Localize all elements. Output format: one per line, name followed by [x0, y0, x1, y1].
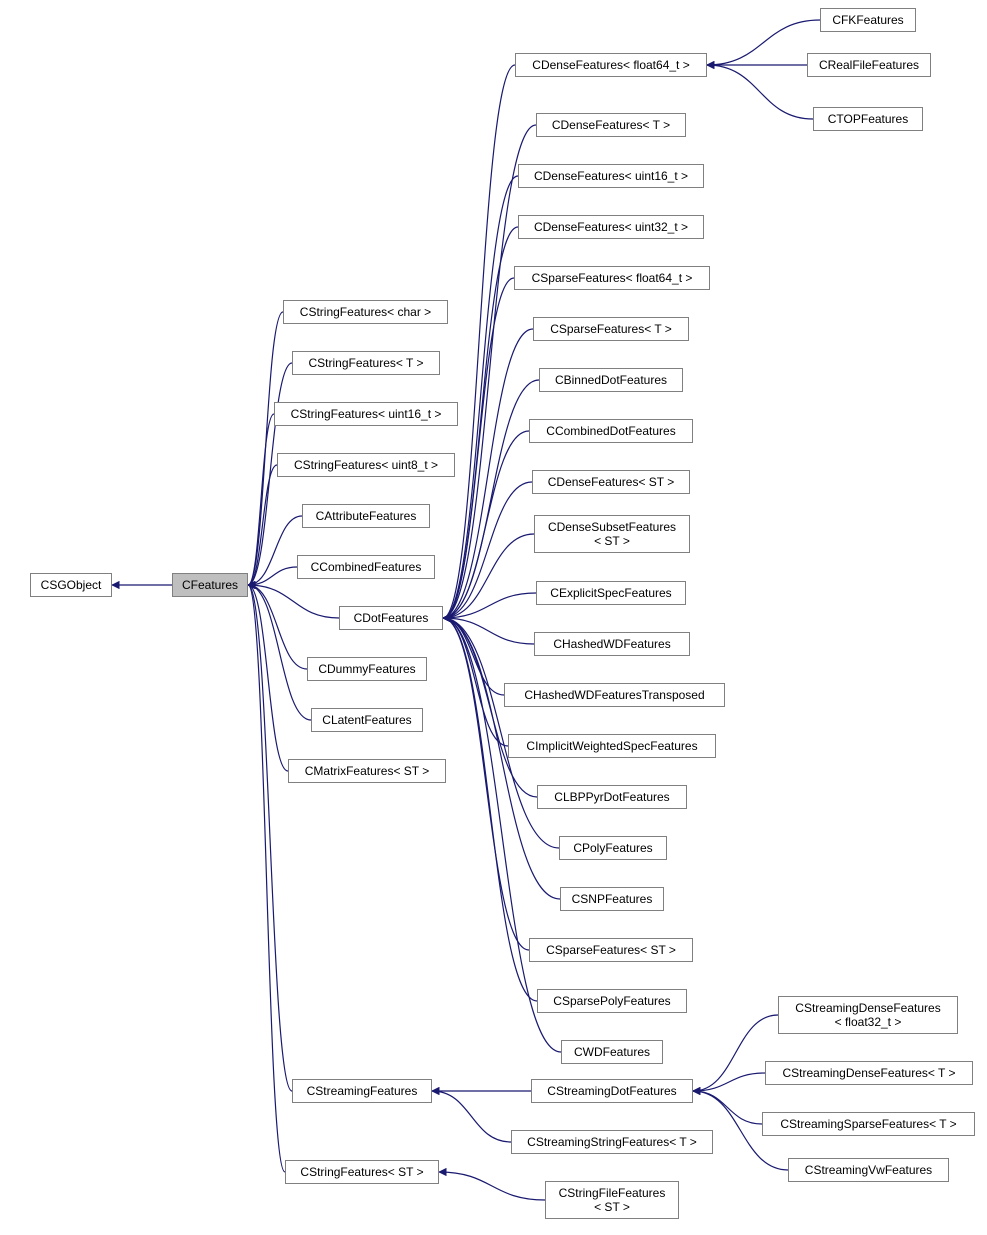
edge-CHashedWDFeaturesTransposed-to-CDotFeatures — [443, 618, 504, 695]
node-CSNPFeatures[interactable]: CSNPFeatures — [560, 887, 664, 911]
node-CStreamingVwFeatures[interactable]: CStreamingVwFeatures — [788, 1158, 949, 1182]
node-CDenseFeatures_uint32_t[interactable]: CDenseFeatures< uint32_t > — [518, 215, 704, 239]
node-CHashedWDFeatures[interactable]: CHashedWDFeatures — [534, 632, 690, 656]
edge-CSparseFeatures_float64_t-to-CDotFeatures — [443, 278, 514, 618]
edge-CLBPPyrDotFeatures-to-CDotFeatures — [443, 618, 537, 797]
edge-CAttributeFeatures-to-CFeatures — [248, 516, 302, 585]
node-CStreamingDenseFeatures_T[interactable]: CStreamingDenseFeatures< T > — [765, 1061, 973, 1085]
node-CStringFeatures_ST[interactable]: CStringFeatures< ST > — [285, 1160, 439, 1184]
node-CDenseFeatures_T[interactable]: CDenseFeatures< T > — [536, 113, 686, 137]
node-CDenseFeatures_ST[interactable]: CDenseFeatures< ST > — [532, 470, 690, 494]
edge-CExplicitSpecFeatures-to-CDotFeatures — [443, 593, 536, 618]
edge-CDenseFeatures_float64_t-to-CDotFeatures — [443, 65, 515, 618]
node-CFeatures[interactable]: CFeatures — [172, 573, 248, 597]
edge-CLatentFeatures-to-CFeatures — [248, 585, 311, 720]
node-CStreamingDenseFeatures_float32_t[interactable]: CStreamingDenseFeatures < float32_t > — [778, 996, 958, 1034]
node-CSparseFeatures_float64_t[interactable]: CSparseFeatures< float64_t > — [514, 266, 710, 290]
node-CDenseSubsetFeatures_ST[interactable]: CDenseSubsetFeatures < ST > — [534, 515, 690, 553]
node-CStringFeatures_T[interactable]: CStringFeatures< T > — [292, 351, 440, 375]
node-CDotFeatures[interactable]: CDotFeatures — [339, 606, 443, 630]
node-CRealFileFeatures[interactable]: CRealFileFeatures — [807, 53, 931, 77]
edge-CSparseFeatures_T-to-CDotFeatures — [443, 329, 533, 618]
node-CSparseFeatures_ST[interactable]: CSparseFeatures< ST > — [529, 938, 693, 962]
edge-CStreamingDenseFeatures_T-to-CStreamingDotFeatures — [693, 1073, 765, 1091]
edge-CHashedWDFeatures-to-CDotFeatures — [443, 618, 534, 644]
node-CMatrixFeatures_ST[interactable]: CMatrixFeatures< ST > — [288, 759, 446, 783]
node-CCombinedFeatures[interactable]: CCombinedFeatures — [297, 555, 435, 579]
edge-CDenseFeatures_ST-to-CDotFeatures — [443, 482, 532, 618]
edge-CSparsePolyFeatures-to-CDotFeatures — [443, 618, 537, 1001]
node-CSparsePolyFeatures[interactable]: CSparsePolyFeatures — [537, 989, 687, 1013]
edge-CFKFeatures-to-CDenseFeatures_float64_t — [707, 20, 820, 65]
edge-CTOPFeatures-to-CDenseFeatures_float64_t — [707, 65, 813, 119]
node-CHashedWDFeaturesTransposed[interactable]: CHashedWDFeaturesTransposed — [504, 683, 725, 707]
node-CStreamingStringFeatures_T[interactable]: CStreamingStringFeatures< T > — [511, 1130, 713, 1154]
node-CLBPPyrDotFeatures[interactable]: CLBPPyrDotFeatures — [537, 785, 687, 809]
edge-CDenseFeatures_uint16_t-to-CDotFeatures — [443, 176, 518, 618]
node-CCombinedDotFeatures[interactable]: CCombinedDotFeatures — [529, 419, 693, 443]
node-CDenseFeatures_float64_t[interactable]: CDenseFeatures< float64_t > — [515, 53, 707, 77]
node-CTOPFeatures[interactable]: CTOPFeatures — [813, 107, 923, 131]
edge-CDotFeatures-to-CFeatures — [248, 585, 339, 618]
edge-CCombinedFeatures-to-CFeatures — [248, 567, 297, 585]
edge-CStringFeatures_char-to-CFeatures — [248, 312, 283, 585]
edge-CStringFeatures_ST-to-CFeatures — [248, 585, 285, 1172]
node-CStringFeatures_uint16_t[interactable]: CStringFeatures< uint16_t > — [274, 402, 458, 426]
node-CAttributeFeatures[interactable]: CAttributeFeatures — [302, 504, 430, 528]
diagram-canvas: CSGObject CFeatures CStringFeatures< char … — [0, 0, 987, 1235]
node-CSparseFeatures_T[interactable]: CSparseFeatures< T > — [533, 317, 689, 341]
edge-CStringFileFeatures_ST-to-CStringFeatures_ST — [439, 1172, 545, 1200]
edge-CMatrixFeatures_ST-to-CFeatures — [248, 585, 288, 771]
edge-CStringFeatures_uint16_t-to-CFeatures — [248, 414, 274, 585]
node-CImplicitWeightedSpecFeatures[interactable]: CImplicitWeightedSpecFeatures — [508, 734, 716, 758]
node-CBinnedDotFeatures[interactable]: CBinnedDotFeatures — [539, 368, 683, 392]
node-CPolyFeatures[interactable]: CPolyFeatures — [559, 836, 667, 860]
node-CExplicitSpecFeatures[interactable]: CExplicitSpecFeatures — [536, 581, 686, 605]
edges-layer — [0, 0, 987, 1235]
node-CSGObject[interactable]: CSGObject — [30, 573, 112, 597]
edge-CStreamingStringFeatures_T-to-CStreamingFeatures — [432, 1091, 511, 1142]
edge-CDenseSubsetFeatures_ST-to-CDotFeatures — [443, 534, 534, 618]
node-CDenseFeatures_uint16_t[interactable]: CDenseFeatures< uint16_t > — [518, 164, 704, 188]
node-CStreamingSparseFeatures_T[interactable]: CStreamingSparseFeatures< T > — [762, 1112, 975, 1136]
node-CLatentFeatures[interactable]: CLatentFeatures — [311, 708, 423, 732]
edge-CSNPFeatures-to-CDotFeatures — [443, 618, 560, 899]
node-CStreamingFeatures[interactable]: CStreamingFeatures — [292, 1079, 432, 1103]
node-CStringFeatures_char[interactable]: CStringFeatures< char > — [283, 300, 448, 324]
node-CStringFileFeatures_ST[interactable]: CStringFileFeatures < ST > — [545, 1181, 679, 1219]
node-CStringFeatures_uint8_t[interactable]: CStringFeatures< uint8_t > — [277, 453, 455, 477]
node-CStreamingDotFeatures[interactable]: CStreamingDotFeatures — [531, 1079, 693, 1103]
edge-CStringFeatures_uint8_t-to-CFeatures — [248, 465, 277, 585]
node-CDummyFeatures[interactable]: CDummyFeatures — [307, 657, 427, 681]
edge-CStreamingSparseFeatures_T-to-CStreamingDotFeatures — [693, 1091, 762, 1124]
edge-CImplicitWeightedSpecFeatures-to-CDotFeatures — [443, 618, 508, 746]
edge-CStreamingFeatures-to-CFeatures — [248, 585, 292, 1091]
edge-CDenseFeatures_T-to-CDotFeatures — [443, 125, 536, 618]
node-CFKFeatures[interactable]: CFKFeatures — [820, 8, 916, 32]
edge-CCombinedDotFeatures-to-CDotFeatures — [443, 431, 529, 618]
edge-CSparseFeatures_ST-to-CDotFeatures — [443, 618, 529, 950]
edge-CDummyFeatures-to-CFeatures — [248, 585, 307, 669]
node-CWDFeatures[interactable]: CWDFeatures — [561, 1040, 663, 1064]
